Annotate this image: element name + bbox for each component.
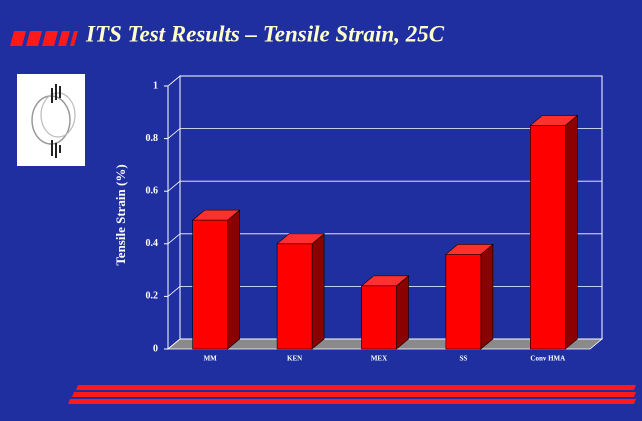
y-tick-label: 0.6 (146, 185, 159, 196)
bar (191, 209, 241, 350)
y-tick-label: 0.2 (146, 291, 159, 302)
bar-face (480, 243, 494, 350)
bar-face (361, 285, 397, 350)
title-logo (10, 31, 78, 46)
grid-line-side (167, 233, 181, 245)
y-tick-label: 1 (153, 80, 158, 91)
chart-title: ITS Test Results – Tensile Strain, 25C (85, 21, 445, 46)
x-tick-label: KEN (287, 355, 302, 363)
x-tick-label: SS (460, 355, 468, 363)
bar-face (276, 243, 313, 350)
bar-face (445, 254, 482, 350)
bar-face (311, 233, 325, 350)
bar (360, 275, 410, 350)
specimen-icon (17, 74, 85, 166)
x-tick-label: Conv HMA (530, 355, 565, 363)
grid-line-side (167, 75, 181, 87)
bar-face (529, 125, 566, 350)
bar-face (227, 209, 240, 350)
bar-face (564, 114, 578, 350)
bar (445, 243, 494, 350)
y-axis-label: Tensile Strain (%) (113, 164, 128, 265)
bar (529, 114, 579, 350)
bar-face (192, 219, 228, 350)
bar (276, 233, 325, 350)
grid-line-side (167, 286, 181, 297)
x-tick-label: MM (204, 355, 218, 363)
grid-line-side (167, 338, 181, 350)
x-tick-label: MEX (371, 355, 387, 363)
footer-stripes (68, 385, 636, 404)
y-tick-label: 0 (153, 343, 158, 354)
bar-face (396, 275, 409, 350)
grid-line-side (167, 180, 181, 192)
grid-line-side (167, 128, 181, 139)
y-tick-label: 0.8 (146, 133, 159, 144)
y-tick-label: 0.4 (146, 238, 159, 249)
